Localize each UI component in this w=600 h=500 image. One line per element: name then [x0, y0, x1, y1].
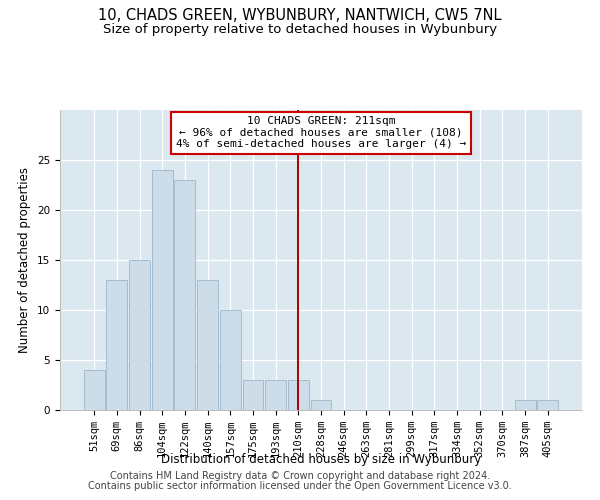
Bar	[265, 380, 286, 410]
Text: 10 CHADS GREEN: 211sqm
← 96% of detached houses are smaller (108)
4% of semi-det: 10 CHADS GREEN: 211sqm ← 96% of detached…	[176, 116, 466, 149]
Text: Contains public sector information licensed under the Open Government Licence v3: Contains public sector information licen…	[88, 481, 512, 491]
Bar	[311, 400, 331, 410]
Text: Contains HM Land Registry data © Crown copyright and database right 2024.: Contains HM Land Registry data © Crown c…	[110, 471, 490, 481]
Bar	[175, 180, 196, 410]
Bar	[538, 400, 558, 410]
Bar	[242, 380, 263, 410]
Y-axis label: Number of detached properties: Number of detached properties	[19, 167, 31, 353]
Bar	[197, 280, 218, 410]
Bar	[220, 310, 241, 410]
Bar	[515, 400, 536, 410]
Text: 10, CHADS GREEN, WYBUNBURY, NANTWICH, CW5 7NL: 10, CHADS GREEN, WYBUNBURY, NANTWICH, CW…	[98, 8, 502, 22]
Text: Distribution of detached houses by size in Wybunbury: Distribution of detached houses by size …	[161, 452, 481, 466]
Bar	[288, 380, 309, 410]
Bar	[106, 280, 127, 410]
Bar	[152, 170, 173, 410]
Text: Size of property relative to detached houses in Wybunbury: Size of property relative to detached ho…	[103, 22, 497, 36]
Bar	[129, 260, 150, 410]
Bar	[84, 370, 104, 410]
